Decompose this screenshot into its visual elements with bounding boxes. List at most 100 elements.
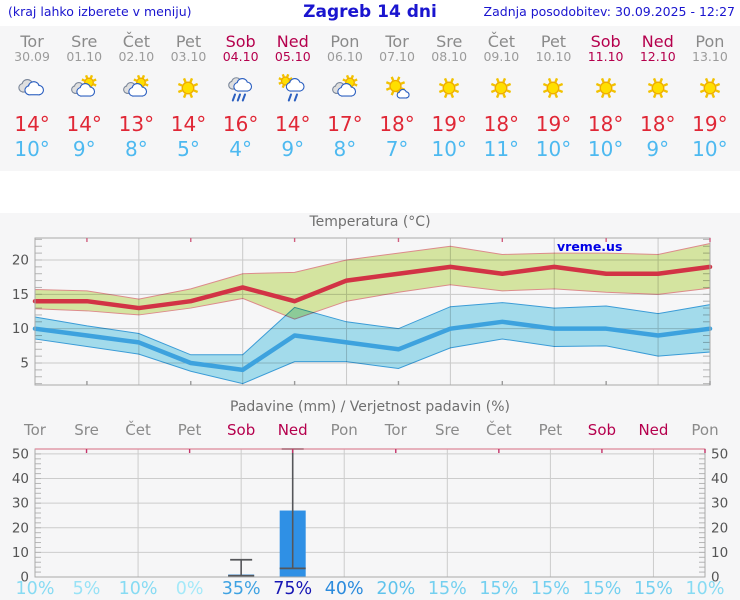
sunny-icon — [595, 77, 616, 99]
svg-text:20: 20 — [12, 520, 29, 536]
sunny-icon — [647, 77, 668, 99]
day-date: 03.10 — [170, 49, 207, 64]
precip-day-label: Čet — [125, 421, 151, 439]
day-date: 10.10 — [535, 49, 572, 64]
max-temp: 18° — [587, 112, 624, 136]
day-date: 01.10 — [66, 49, 103, 64]
panel-gap — [0, 171, 740, 213]
forecast-day-column[interactable]: Pet 10.10 19° 10° — [527, 26, 579, 171]
precip-day-label: Tor — [384, 421, 407, 439]
forecast-day-column[interactable]: Ned 12.10 18° 9° — [632, 26, 684, 171]
sunny-icon — [178, 77, 199, 99]
day-date: 12.10 — [639, 49, 676, 64]
last-update-label: Zadnja posodobitev: 30.09.2025 - 12:27 — [483, 4, 735, 19]
precipitation-chart-title: Padavine (mm) / Verjetnost padavin (%) — [230, 399, 510, 415]
forecast-panel-background — [0, 26, 740, 171]
forecast-day-column[interactable]: Pon 13.10 19° 10° — [684, 26, 736, 171]
max-temp: 14° — [275, 112, 311, 136]
day-date: 13.10 — [692, 49, 728, 64]
precip-probability-label: 35% — [221, 579, 261, 599]
precip-day-label: Sob — [587, 421, 617, 439]
day-date: 07.10 — [379, 49, 415, 64]
day-name: Čet — [487, 32, 515, 51]
precip-day-label: Sre — [74, 421, 99, 439]
max-temp: 16° — [222, 112, 259, 136]
header-bar: (kraj lahko izberete v meniju) Zagreb 14… — [0, 0, 740, 26]
day-date: 04.10 — [222, 49, 259, 64]
day-date: 08.10 — [431, 49, 468, 64]
day-name: Čet — [122, 32, 150, 51]
svg-text:40: 40 — [711, 471, 728, 487]
precip-day-label: Sre — [435, 421, 460, 439]
max-temp: 18° — [379, 112, 415, 136]
sunny-icon — [491, 77, 512, 99]
precip-day-label: Tor — [24, 421, 46, 439]
min-temp: 5° — [177, 137, 200, 161]
precip-probability-label: 15% — [530, 579, 570, 599]
precip-day-label: Pet — [177, 421, 202, 439]
day-name: Pet — [540, 32, 567, 51]
precip-probability-label: 20% — [376, 579, 416, 599]
watermark-link[interactable]: vreme.us — [557, 239, 623, 254]
day-date: 06.10 — [327, 49, 363, 64]
precip-day-label: Pet — [538, 421, 563, 439]
sunny-icon — [543, 77, 564, 99]
svg-text:30: 30 — [12, 496, 29, 512]
max-temp: 14° — [66, 112, 102, 136]
day-name: Sre — [71, 32, 98, 51]
precip-day-label: Ned — [277, 421, 308, 439]
min-temp: 10° — [535, 137, 572, 161]
svg-text:20: 20 — [711, 520, 728, 536]
day-name: Ned — [641, 32, 674, 51]
forecast-day-column[interactable]: Pon 06.10 17° 8° — [319, 26, 371, 171]
forecast-day-column[interactable]: Sre 01.10 14° 9° — [58, 26, 110, 171]
min-temp: 10° — [587, 137, 624, 161]
forecast-day-column[interactable]: Ned 05.10 14° 9° — [267, 26, 319, 171]
cloudy-icon — [18, 78, 45, 96]
sunny-icon — [439, 77, 460, 99]
day-name: Pon — [695, 32, 725, 51]
forecast-day-column[interactable]: Čet 09.10 18° 11° — [475, 26, 527, 171]
precip-probability-label: 15% — [427, 579, 467, 599]
forecast-day-column[interactable]: Sre 08.10 19° 10° — [423, 26, 475, 171]
precip-probability-label: 15% — [634, 579, 673, 599]
menu-hint-link[interactable]: (kraj lahko izberete v meniju) — [8, 4, 192, 19]
precip-probability-label: 15% — [479, 579, 519, 599]
day-name: Ned — [276, 32, 309, 51]
svg-text:5: 5 — [20, 356, 29, 372]
min-temp: 9° — [72, 137, 96, 161]
precip-day-label: Ned — [638, 421, 669, 439]
forecast-day-column[interactable]: Sob 04.10 16° 4° — [215, 26, 267, 171]
max-temp: 13° — [118, 112, 155, 136]
precip-probability-label: 5% — [72, 579, 101, 599]
min-temp: 8° — [124, 137, 148, 161]
max-temp: 18° — [640, 112, 676, 136]
precipitation-chart: 0 0 10 10 20 20 30 30 40 40 50 50 — [12, 446, 728, 584]
day-date: 30.09 — [14, 49, 50, 64]
forecast-day-column[interactable]: Tor 30.09 14° 10° — [6, 26, 58, 171]
precip-probability-label: 10% — [685, 579, 725, 599]
min-temp: 8° — [333, 137, 357, 161]
svg-text:50: 50 — [12, 446, 29, 462]
sunny-icon — [699, 77, 720, 99]
max-temp: 18° — [483, 112, 520, 136]
svg-text:10: 10 — [711, 545, 728, 561]
day-name: Pon — [330, 32, 360, 51]
svg-text:50: 50 — [711, 446, 728, 462]
temperature-chart-title: Temperatura (°C) — [309, 214, 431, 230]
day-name: Pet — [175, 32, 202, 51]
day-name: Tor — [20, 32, 44, 51]
sun-rain-icon — [278, 73, 305, 102]
max-temp: 19° — [535, 112, 572, 136]
min-temp: 9° — [646, 137, 670, 161]
precip-probability-label: 10% — [118, 579, 158, 599]
max-temp: 19° — [692, 112, 728, 136]
forecast-day-column[interactable]: Tor 07.10 18° 7° — [371, 26, 423, 171]
precip-probability-label: 15% — [582, 579, 622, 599]
svg-text:15: 15 — [12, 287, 29, 303]
max-temp: 17° — [327, 112, 363, 136]
forecast-day-column[interactable]: Pet 03.10 14° 5° — [162, 26, 214, 171]
forecast-day-column[interactable]: Sob 11.10 18° 10° — [580, 26, 632, 171]
day-date: 05.10 — [274, 49, 311, 64]
forecast-day-column[interactable]: Čet 02.10 13° 8° — [110, 26, 162, 171]
